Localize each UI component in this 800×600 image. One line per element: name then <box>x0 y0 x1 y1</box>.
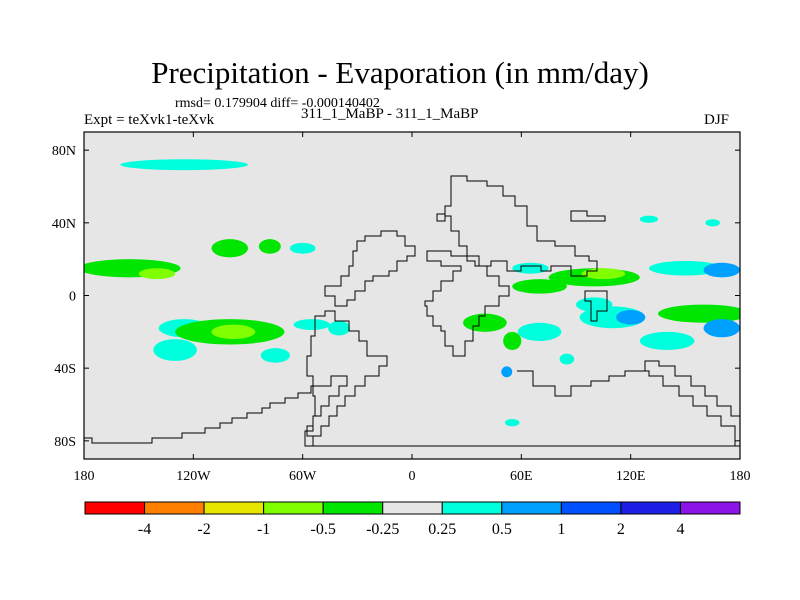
colorbar-swatch <box>322 501 384 515</box>
colorbar-swatch <box>560 501 622 515</box>
colorbar-swatch <box>620 501 681 515</box>
anomaly-patch <box>581 268 626 280</box>
anomaly-patch <box>512 279 567 294</box>
anomaly-patch <box>120 159 248 171</box>
anomaly-patch <box>616 310 646 325</box>
y-tick-label: 0 <box>69 290 76 305</box>
stats-label: rmsd= 0.179904 diff= -0.000140402 <box>175 96 380 111</box>
colorbar-swatch <box>144 501 205 515</box>
coastline-americas <box>304 230 416 447</box>
colorbar-label: 1 <box>557 521 565 538</box>
colorbar-label: 4 <box>676 521 684 538</box>
colorbar-swatch <box>263 501 324 515</box>
colorbar-label: -2 <box>197 521 210 538</box>
anomaly-patch <box>258 239 281 254</box>
colorbar-swatch <box>382 501 443 515</box>
anomaly-patch <box>648 260 722 276</box>
chart-title: Precipitation - Evaporation (in mm/day) <box>151 55 649 90</box>
anomaly-patch <box>658 304 740 323</box>
anomaly-patch <box>260 348 290 363</box>
y-tick-label: 40S <box>54 362 76 377</box>
colorbar-label: -1 <box>257 521 270 538</box>
x-tick-label: 0 <box>409 469 416 484</box>
x-tick-label: 180 <box>74 469 95 484</box>
anomaly-patch <box>289 242 316 254</box>
colorbar-label: 2 <box>617 521 625 538</box>
colorbar-label: -0.25 <box>366 521 399 538</box>
x-tick-label: 120E <box>616 469 646 484</box>
x-tick-label: 60E <box>510 469 533 484</box>
anomaly-patch <box>639 331 695 350</box>
colorbar: -4 -2 -1 -0.5 -0.25 0.25 0.5 1 2 4 <box>84 501 741 538</box>
anomaly-patch <box>639 215 659 223</box>
anomaly-patch <box>153 339 197 361</box>
anomaly-patch <box>328 320 351 336</box>
subtitle-label: 311_1_MaBP - 311_1_MaBP <box>301 106 479 122</box>
colorbar-label: 0.25 <box>428 521 456 538</box>
colorbar-swatch <box>203 501 265 515</box>
colorbar-label: 0.5 <box>492 521 512 538</box>
experiment-label: Expt = teXvk1-teXvk <box>84 112 215 128</box>
coastline-antarctica <box>84 375 740 447</box>
anomaly-patch <box>705 219 720 227</box>
anomaly-patch <box>293 319 330 331</box>
coastline-layer <box>84 175 740 447</box>
anomaly-patch <box>211 239 248 258</box>
anomaly-patch <box>703 319 740 338</box>
y-tick-label: 80S <box>54 435 76 450</box>
anomaly-patch <box>463 313 507 332</box>
anomaly-patch <box>138 268 176 280</box>
anomaly-patch <box>559 353 575 365</box>
anomaly-patch <box>512 262 549 274</box>
colorbar-label: -4 <box>138 521 151 538</box>
coastline-africa <box>424 250 510 357</box>
y-tick-label: 80N <box>52 144 76 159</box>
anomaly-patch <box>503 331 522 350</box>
colorbar-label: -0.5 <box>311 521 336 538</box>
y-tick-label: 40N <box>52 217 76 232</box>
plot-background <box>84 132 740 459</box>
colorbar-swatch <box>441 501 503 515</box>
anomaly-patch <box>504 419 520 427</box>
x-tick-label: 180 <box>730 469 751 484</box>
anomaly-patch <box>211 324 256 340</box>
anomaly-patch <box>703 262 740 278</box>
coastline-eurasia <box>436 175 608 322</box>
colorbar-swatch <box>501 501 562 515</box>
axes-layer: 180 120W 60W 0 60E 120E 180 80N 40N 0 40S 80S <box>52 132 751 484</box>
colorbar-swatch <box>679 501 741 515</box>
anomaly-patch <box>501 366 513 378</box>
anomaly-patch <box>517 322 562 341</box>
x-tick-label: 60W <box>289 469 317 484</box>
season-label: DJF <box>704 112 730 128</box>
x-tick-label: 120W <box>176 469 211 484</box>
colorbar-swatch <box>84 501 146 515</box>
